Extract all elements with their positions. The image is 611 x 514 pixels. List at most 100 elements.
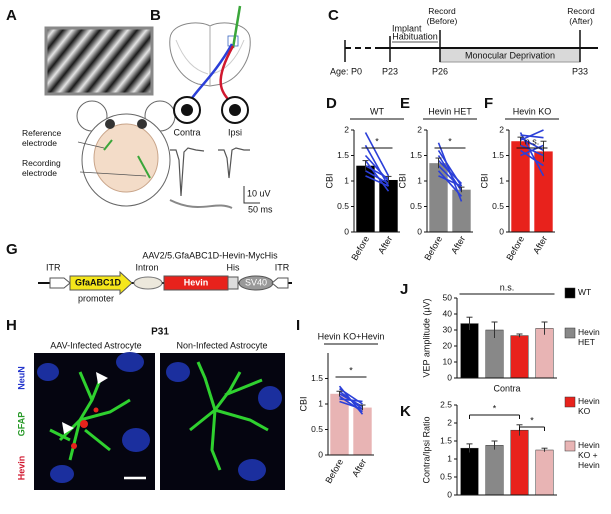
paired-line bbox=[437, 160, 463, 185]
y-tick-label: 0.5 bbox=[410, 201, 422, 211]
reference-electrode-label: Reference electrode bbox=[22, 128, 62, 148]
y-tick-label: 0.5 bbox=[311, 424, 323, 434]
y-tick-label: 2.5 bbox=[440, 399, 452, 409]
y-tick-label: 0 bbox=[447, 372, 452, 382]
hevin-signal bbox=[71, 443, 77, 449]
ipsi-label: Ipsi bbox=[228, 127, 242, 137]
significance-label: n.s. bbox=[500, 282, 515, 292]
pointer-line bbox=[77, 141, 105, 149]
sv40-label: SV40 bbox=[245, 277, 267, 287]
stain-label: NeuN bbox=[16, 366, 26, 390]
nucleus bbox=[116, 352, 144, 372]
legend-box: Hevin KO bbox=[578, 396, 600, 416]
paired-line bbox=[365, 165, 389, 180]
his-element bbox=[227, 276, 239, 290]
y-tick-label: 2 bbox=[417, 124, 422, 134]
y-tick-label: 1 bbox=[499, 175, 504, 185]
scale-y-label: 10 uV bbox=[247, 188, 271, 198]
y-tick-label: 0 bbox=[499, 226, 504, 236]
ipsi-trace bbox=[218, 147, 250, 179]
legend-label: Hevin KO + Hevin bbox=[578, 440, 600, 470]
age-label: P23 bbox=[382, 66, 398, 76]
nucleus bbox=[166, 362, 190, 382]
bar bbox=[535, 328, 554, 379]
image-title: Non-Infected Astrocyte bbox=[176, 340, 267, 350]
scale-bar bbox=[243, 186, 260, 204]
legend-label: WT bbox=[578, 287, 592, 297]
recording-electrode-label: Recording electrode bbox=[22, 158, 61, 178]
grating-stimulus bbox=[44, 26, 154, 96]
record-before-label: Record (Before) bbox=[426, 6, 458, 26]
paired-line bbox=[520, 134, 544, 139]
mouse-eye bbox=[105, 119, 115, 129]
y-tick-label: 50 bbox=[443, 292, 453, 302]
age-label: P31 bbox=[151, 327, 169, 338]
hevin-label: Hevin bbox=[184, 277, 209, 287]
panel-label: I bbox=[296, 317, 300, 334]
y-tick-label: 1.5 bbox=[311, 373, 323, 383]
promoter-name-label: GfaABC1D bbox=[75, 277, 122, 287]
gfap-signal bbox=[49, 371, 131, 461]
x-tick-label: Before bbox=[422, 234, 444, 262]
bar bbox=[379, 179, 398, 232]
panel-h: P31 AAV-Infected Astrocyte Non-Infected … bbox=[16, 327, 285, 490]
x-tick-label: Before bbox=[323, 457, 345, 485]
panel-label: F bbox=[484, 95, 493, 112]
panel-a: Reference electrode Recording electrode bbox=[22, 26, 233, 209]
chart-title: Hevin KO+Hevin bbox=[318, 331, 385, 341]
panel-b: Contra Ipsi 10 uV 50 ms bbox=[169, 5, 273, 214]
paired-line bbox=[365, 175, 389, 187]
label-box: Reference electrode bbox=[22, 128, 62, 148]
pointer-line bbox=[79, 171, 147, 177]
legend-label: Hevin HET bbox=[578, 327, 600, 347]
record-after-label: Record (After) bbox=[567, 6, 595, 26]
y-axis-label: CBI bbox=[324, 173, 334, 188]
bar bbox=[330, 393, 349, 455]
arrowhead bbox=[62, 422, 74, 434]
y-tick-label: 1.5 bbox=[337, 150, 349, 160]
bar bbox=[460, 323, 479, 379]
y-tick-label: 1 bbox=[344, 175, 349, 185]
y-tick-label: 0 bbox=[417, 226, 422, 236]
intron-label: Intron bbox=[135, 262, 158, 272]
mouse-eye bbox=[137, 119, 147, 129]
pupil bbox=[181, 104, 193, 116]
age-label: Age: P0 bbox=[330, 66, 362, 76]
legend-box: WT bbox=[578, 287, 592, 297]
paired-line bbox=[438, 175, 462, 187]
y-tick-label: 1 bbox=[318, 398, 323, 408]
bar bbox=[511, 141, 530, 232]
legend-swatch bbox=[564, 287, 576, 299]
chart-title: Hevin KO bbox=[513, 106, 552, 116]
panel-label: B bbox=[150, 7, 161, 24]
itr-element bbox=[271, 277, 289, 289]
itr-element bbox=[49, 277, 71, 289]
stain-label: Hevin bbox=[16, 456, 26, 481]
y-tick-label: 0 bbox=[447, 489, 452, 499]
bar bbox=[353, 407, 372, 455]
paired-line bbox=[339, 400, 363, 410]
reference-electrode bbox=[103, 139, 113, 151]
y-tick-label: 1.5 bbox=[410, 150, 422, 160]
paired-line bbox=[520, 129, 544, 141]
image-title: AAV-Infected Astrocyte bbox=[50, 340, 141, 350]
panel-label: A bbox=[6, 7, 17, 24]
panel-label: C bbox=[328, 7, 339, 24]
legend-label: Hevin KO bbox=[578, 396, 600, 416]
gfap-signal bbox=[189, 361, 269, 471]
panel-label: H bbox=[6, 317, 17, 334]
bar bbox=[534, 151, 553, 232]
nucleus bbox=[258, 386, 282, 410]
intron-element bbox=[133, 276, 163, 290]
y-axis-label: VEP amplitude (µV) bbox=[421, 298, 431, 377]
y-axis-label: Contra/Ipsi Ratio bbox=[421, 416, 431, 483]
y-tick-label: 1.5 bbox=[492, 150, 504, 160]
contra-label: Contra bbox=[173, 127, 200, 137]
label-box: Record (After) bbox=[567, 6, 595, 26]
y-tick-label: 2 bbox=[447, 417, 452, 427]
label-box: Record (Before) bbox=[426, 6, 458, 26]
bar bbox=[429, 163, 448, 232]
y-tick-label: 0.5 bbox=[440, 471, 452, 481]
